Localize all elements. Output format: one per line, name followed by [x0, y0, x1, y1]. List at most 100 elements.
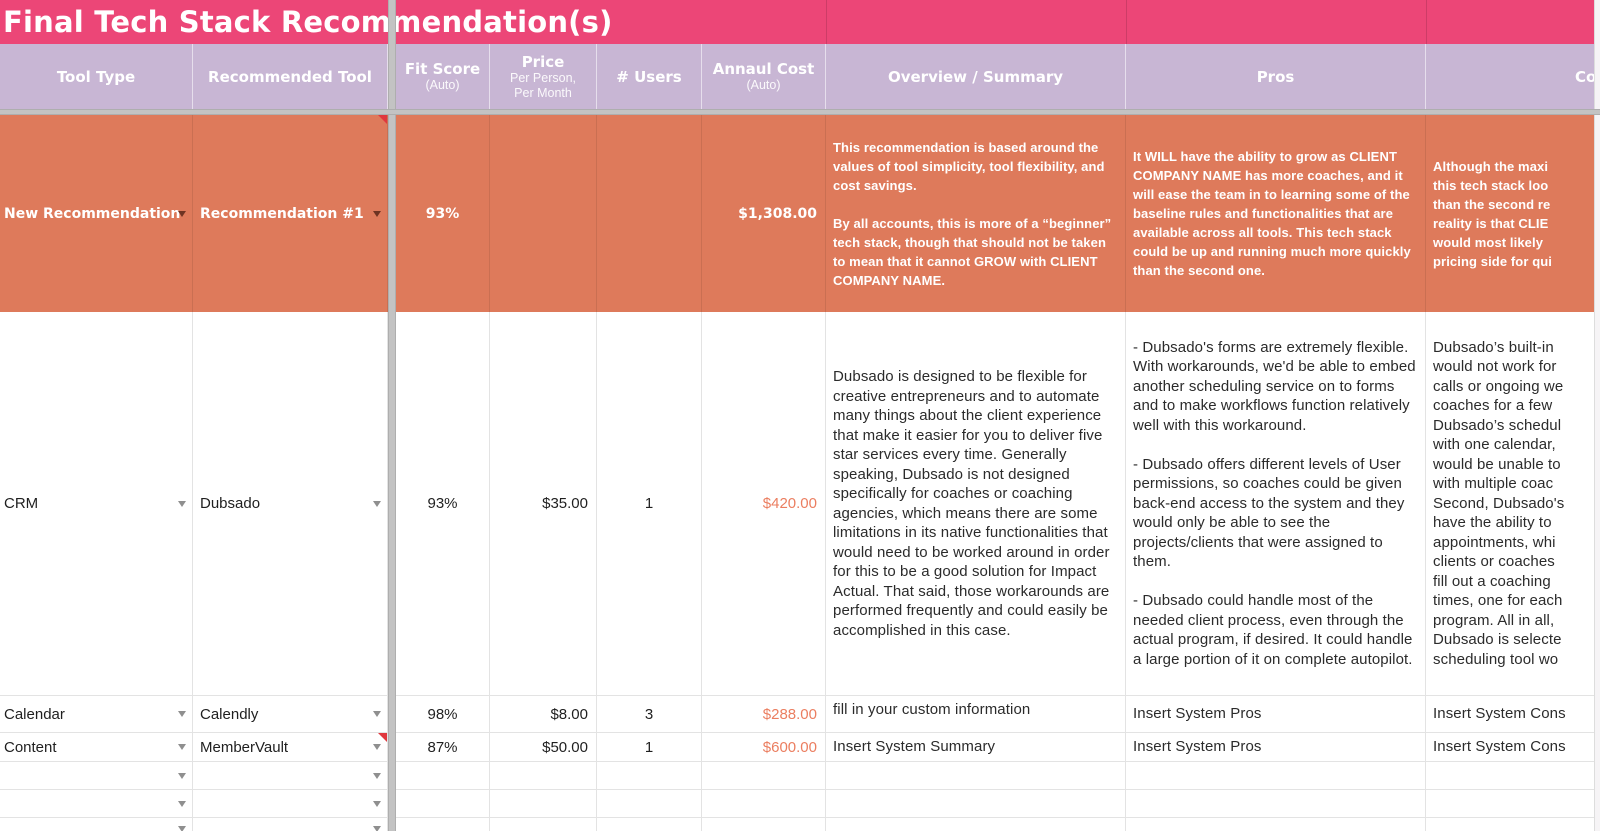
price-cell[interactable] — [490, 790, 597, 818]
annual-cost-cell[interactable] — [702, 818, 826, 831]
fit-score-cell[interactable]: 87% — [396, 733, 490, 762]
dropdown-arrow-icon[interactable] — [373, 826, 381, 831]
dropdown-arrow-icon[interactable] — [178, 210, 186, 217]
header-annual-cost[interactable]: Annaul Cost (Auto) — [702, 44, 826, 109]
fit-score-cell[interactable]: 93% — [396, 312, 490, 696]
summary-cons-cell[interactable]: Although the maxi this tech stack loo th… — [1426, 115, 1600, 312]
summary-tool-type-cell[interactable]: New Recommendation — [0, 115, 193, 312]
tool-cell[interactable] — [193, 790, 388, 818]
summary-name-cell[interactable]: Recommendation #1 — [193, 115, 388, 312]
tool-type-cell[interactable] — [0, 790, 193, 818]
users-cell[interactable]: 3 — [597, 696, 702, 733]
pros-cell[interactable]: Insert System Pros — [1126, 696, 1426, 733]
pros-cell[interactable] — [1126, 790, 1426, 818]
tool-type-cell[interactable] — [0, 818, 193, 831]
price-cell[interactable]: $35.00 — [490, 312, 597, 696]
dropdown-arrow-icon[interactable] — [373, 772, 381, 779]
overview-cell[interactable]: Dubsado is designed to be flexible for c… — [826, 312, 1126, 696]
overview-cell[interactable]: fill in your custom information — [826, 696, 1126, 733]
header-users[interactable]: # Users — [597, 44, 702, 109]
pros-cell[interactable]: Insert System Pros — [1126, 733, 1426, 762]
price-cell[interactable]: $8.00 — [490, 696, 597, 733]
header-overview[interactable]: Overview / Summary — [826, 44, 1126, 109]
tool-cell[interactable]: MemberVault — [193, 733, 388, 762]
summary-price-cell[interactable] — [490, 115, 597, 312]
users-cell[interactable]: 1 — [597, 312, 702, 696]
tool-type-cell[interactable]: Content — [0, 733, 193, 762]
frozen-row-divider[interactable] — [0, 109, 1600, 115]
header-pros[interactable]: Pros — [1126, 44, 1426, 109]
summary-fit-score-cell[interactable]: 93% — [396, 115, 490, 312]
summary-users-cell[interactable] — [597, 115, 702, 312]
cons-cell[interactable] — [1426, 762, 1600, 790]
header-cons[interactable]: Cons — [1426, 44, 1600, 109]
dropdown-arrow-icon[interactable] — [373, 800, 381, 807]
dropdown-arrow-icon[interactable] — [178, 744, 186, 750]
header-recommended-tool[interactable]: Recommended Tool — [193, 44, 388, 109]
dropdown-arrow-icon[interactable] — [178, 500, 186, 507]
price-cell[interactable]: $50.00 — [490, 733, 597, 762]
annual-cost-cell[interactable] — [702, 762, 826, 790]
cons-cell[interactable] — [1426, 818, 1600, 831]
fit-score-cell[interactable]: 98% — [396, 696, 490, 733]
empty-row — [0, 762, 1600, 790]
note-corner-icon[interactable] — [378, 115, 387, 124]
cons-cell[interactable] — [1426, 790, 1600, 818]
tool-cell[interactable]: Dubsado — [193, 312, 388, 696]
annual-cost-value: $600.00 — [762, 738, 817, 756]
dropdown-arrow-icon[interactable] — [373, 500, 381, 507]
fit-score-value: 98% — [427, 705, 458, 723]
summary-annual-cost-cell[interactable]: $1,308.00 — [702, 115, 826, 312]
pros-cell[interactable] — [1126, 818, 1426, 831]
fit-score-cell[interactable] — [396, 762, 490, 790]
pros-cell[interactable]: - Dubsado's forms are extremely flexible… — [1126, 312, 1426, 696]
cons-cell[interactable]: Insert System Cons — [1426, 733, 1600, 762]
price-cell[interactable] — [490, 762, 597, 790]
annual-cost-cell[interactable] — [702, 790, 826, 818]
summary-pros-cell[interactable]: It WILL have the ability to grow as CLIE… — [1126, 115, 1426, 312]
users-cell[interactable] — [597, 790, 702, 818]
cons-cell[interactable]: Dubsado’s built-in would not work for ca… — [1426, 312, 1600, 696]
tool-cell[interactable] — [193, 818, 388, 831]
dropdown-arrow-icon[interactable] — [178, 711, 186, 717]
users-cell[interactable] — [597, 818, 702, 831]
annual-cost-cell[interactable]: $288.00 — [702, 696, 826, 733]
header-tool-type[interactable]: Tool Type — [0, 44, 193, 109]
tool-type-cell[interactable]: CRM — [0, 312, 193, 696]
dropdown-arrow-icon[interactable] — [178, 800, 186, 807]
users-cell[interactable]: 1 — [597, 733, 702, 762]
tool-type-cell[interactable]: Calendar — [0, 696, 193, 733]
scrollbar-gutter[interactable] — [1594, 0, 1600, 831]
pros-cell[interactable] — [1126, 762, 1426, 790]
dropdown-arrow-icon[interactable] — [373, 744, 381, 750]
page-title: Final Tech Stack Recommendation(s) — [3, 5, 613, 39]
overview-cell[interactable] — [826, 818, 1126, 831]
header-fit-score[interactable]: Fit Score (Auto) — [396, 44, 490, 109]
dropdown-arrow-icon[interactable] — [373, 210, 381, 217]
overview-cell[interactable]: Insert System Summary — [826, 733, 1126, 762]
fit-score-cell[interactable] — [396, 790, 490, 818]
annual-cost-cell[interactable]: $600.00 — [702, 733, 826, 762]
annual-cost-cell[interactable]: $420.00 — [702, 312, 826, 696]
cons-cell[interactable]: Insert System Cons — [1426, 696, 1600, 733]
fit-score-value: 87% — [427, 738, 458, 756]
price-cell[interactable] — [490, 818, 597, 831]
header-price[interactable]: Price Per Person, Per Month — [490, 44, 597, 109]
frozen-column-divider[interactable] — [388, 0, 396, 831]
summary-overview-cell[interactable]: This recommendation is based around the … — [826, 115, 1126, 312]
tool-type-cell[interactable] — [0, 762, 193, 790]
dropdown-arrow-icon[interactable] — [373, 711, 381, 717]
users-value: 1 — [644, 738, 654, 756]
tool-cell[interactable]: Calendly — [193, 696, 388, 733]
dropdown-arrow-icon[interactable] — [178, 772, 186, 779]
fit-score-cell[interactable] — [396, 818, 490, 831]
tool-cell[interactable] — [193, 762, 388, 790]
overview-cell[interactable] — [826, 790, 1126, 818]
overview-cell[interactable] — [826, 762, 1126, 790]
note-corner-icon[interactable] — [378, 733, 387, 742]
users-cell[interactable] — [597, 762, 702, 790]
dropdown-arrow-icon[interactable] — [178, 826, 186, 831]
pros-text: - Dubsado's forms are extremely flexible… — [1133, 338, 1416, 668]
tool-value: Calendly — [200, 705, 259, 723]
